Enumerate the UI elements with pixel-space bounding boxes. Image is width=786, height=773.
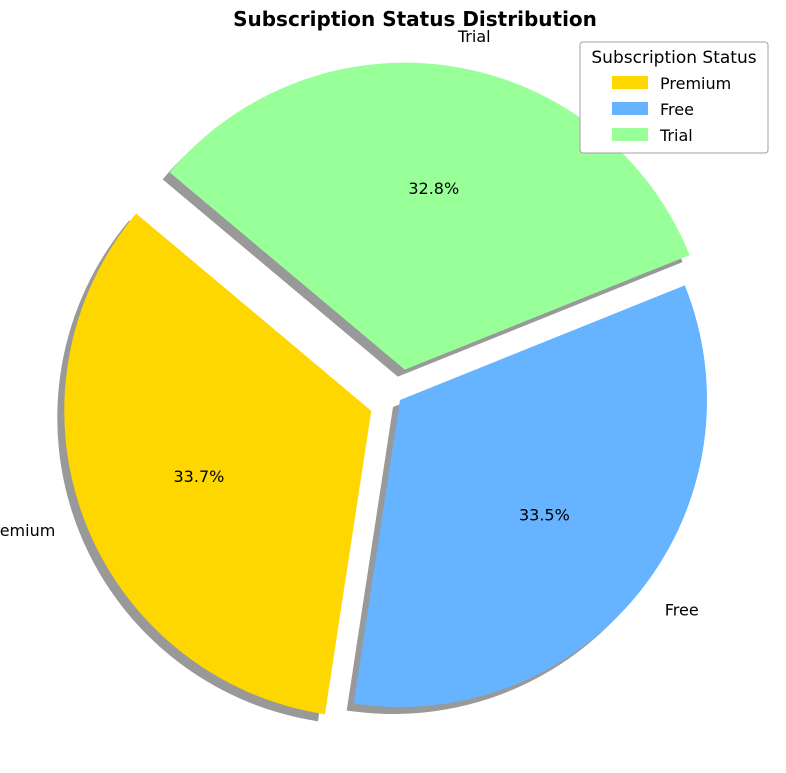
legend-label-trial: Trial xyxy=(659,126,693,145)
legend-swatch-free xyxy=(612,102,648,115)
chart-title: Subscription Status Distribution xyxy=(233,7,597,31)
category-label-free: Free xyxy=(665,601,699,620)
category-label-premium: Premium xyxy=(0,521,55,540)
pct-label-trial: 32.8% xyxy=(408,179,459,198)
slice-premium xyxy=(64,213,372,715)
slice-free xyxy=(353,285,707,707)
legend-label-premium: Premium xyxy=(660,74,731,93)
legend-swatch-trial xyxy=(612,128,648,141)
legend-swatch-premium xyxy=(612,76,648,89)
legend-title: Subscription Status xyxy=(591,48,756,68)
slice-labels: 33.7% Premium 33.5% Free 32.8% Trial xyxy=(0,27,699,619)
category-label-trial: Trial xyxy=(457,27,491,46)
pct-label-premium: 33.7% xyxy=(174,467,225,486)
slice-trial xyxy=(169,62,690,370)
legend-entries: Premium Free Trial xyxy=(612,74,731,145)
pct-label-free: 33.5% xyxy=(519,505,570,524)
legend: Subscription Status Premium Free Trial xyxy=(579,41,769,154)
legend-label-free: Free xyxy=(660,100,694,119)
legend-box xyxy=(579,41,769,154)
pie-slices xyxy=(64,62,707,715)
